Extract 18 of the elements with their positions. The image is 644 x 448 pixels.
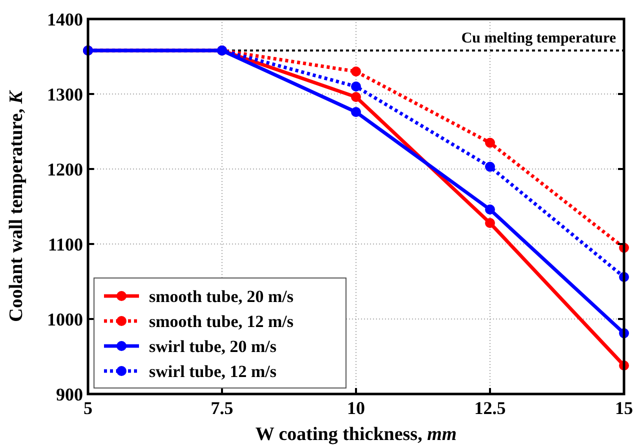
x-axis-title: W coating thickness, mm bbox=[255, 424, 457, 445]
y-tick-label: 1200 bbox=[47, 159, 83, 180]
x-tick-label: 10 bbox=[347, 398, 365, 418]
legend-label: swirl tube, 20 m/s bbox=[149, 336, 277, 356]
legend-label: swirl tube, 12 m/s bbox=[149, 362, 277, 381]
x-tick-label: 5 bbox=[84, 398, 92, 418]
y-tick-label: 1100 bbox=[48, 234, 83, 254]
ref-line-label: Cu melting temperature bbox=[461, 30, 616, 46]
legend-label: smooth tube, 20 m/s bbox=[149, 286, 294, 306]
y-tick-label: 900 bbox=[56, 384, 83, 404]
x-tick-label: 12.5 bbox=[474, 398, 506, 418]
x-tick-label: 7.5 bbox=[210, 398, 234, 418]
y-tick-label: 1000 bbox=[47, 309, 83, 330]
y-tick-label: 1300 bbox=[47, 84, 83, 104]
x-tick-label: 15 bbox=[615, 398, 633, 418]
legend-label: smooth tube, 12 m/s bbox=[149, 312, 294, 331]
y-axis-title: Coolant wall temperature, K bbox=[6, 90, 27, 322]
y-tick-label: 1400 bbox=[47, 9, 83, 30]
